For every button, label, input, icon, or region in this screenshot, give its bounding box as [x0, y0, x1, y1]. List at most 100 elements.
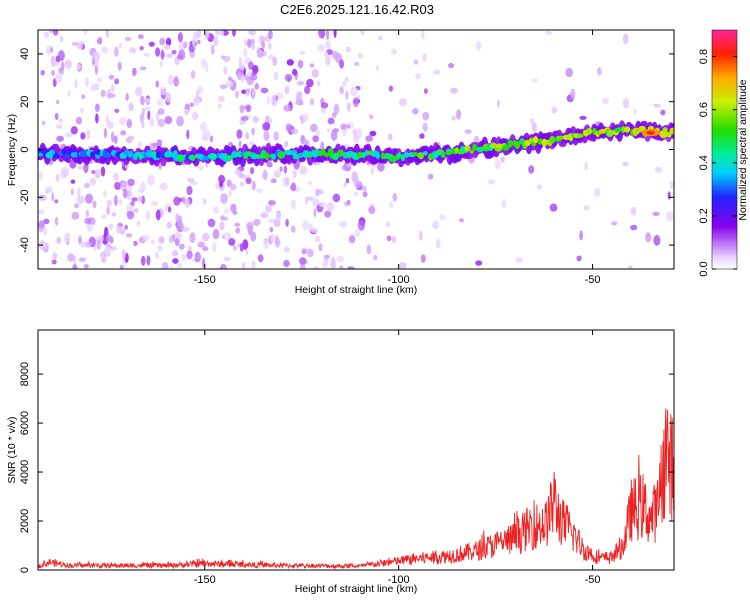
noise-blob — [174, 238, 180, 247]
noise-blob — [43, 218, 50, 225]
ridge-core-blob — [264, 152, 270, 161]
noise-blob — [378, 36, 383, 41]
noise-blob — [325, 40, 332, 50]
y-tick-label: 0 — [19, 146, 31, 152]
noise-blob — [306, 196, 314, 201]
noise-blob — [391, 236, 397, 244]
y-tick-label: -20 — [19, 189, 31, 205]
noise-blob — [333, 103, 340, 115]
noise-blob — [77, 187, 81, 198]
noise-blob — [296, 80, 305, 86]
noise-blob — [261, 39, 265, 51]
noise-blob — [133, 240, 138, 247]
noise-blob — [122, 188, 128, 199]
noise-blob — [159, 37, 166, 46]
noise-blob — [213, 35, 219, 47]
noise-blob — [448, 63, 455, 69]
noise-blob — [307, 180, 313, 186]
noise-blob — [435, 238, 441, 249]
noise-blob — [54, 216, 59, 226]
noise-blob — [267, 54, 275, 60]
noise-blob — [148, 41, 155, 47]
noise-blob — [121, 249, 126, 260]
noise-blob — [422, 111, 430, 121]
ridge-core-blob — [403, 152, 410, 158]
x-tick-label: -50 — [585, 274, 601, 286]
noise-blob — [283, 104, 292, 112]
noise-blob — [175, 213, 179, 224]
noise-blob — [272, 56, 278, 66]
noise-blob — [338, 221, 346, 226]
noise-blob — [108, 223, 114, 230]
noise-blob — [128, 102, 134, 112]
ridge-core-blob — [472, 143, 478, 151]
noise-blob — [133, 208, 139, 213]
noise-blob — [597, 67, 602, 76]
snr-x-label: Height of straight line (km) — [295, 583, 418, 595]
noise-blob — [64, 232, 71, 244]
noise-blob — [234, 222, 241, 227]
noise-blob — [344, 76, 349, 83]
noise-blob — [366, 244, 372, 255]
noise-blob — [118, 116, 127, 125]
noise-blob — [54, 62, 59, 67]
spectrogram-x-label: Height of straight line (km) — [295, 284, 418, 296]
ridge-core-blob — [445, 150, 453, 156]
spectrogram-y-axis: -40 -20 0 20 40 — [19, 48, 674, 253]
spectrogram-x-axis: -150 -100 -50 — [194, 30, 601, 286]
ridge-core-blob — [412, 151, 418, 157]
noise-blob — [137, 188, 145, 193]
ridge-core-blob — [328, 148, 334, 156]
noise-blob — [248, 61, 254, 70]
noise-blob — [532, 78, 539, 83]
noise-blob — [166, 221, 172, 229]
noise-blob — [101, 46, 108, 54]
noise-blob — [341, 164, 348, 171]
noise-blob — [51, 192, 55, 202]
noise-blob — [602, 97, 609, 105]
noise-blob — [299, 257, 307, 265]
ridge-core-blob — [422, 151, 428, 156]
noise-blob — [413, 59, 419, 65]
noise-blob — [119, 264, 124, 269]
noise-blob — [109, 246, 117, 251]
noise-blob — [49, 30, 53, 34]
noise-blob — [361, 185, 367, 192]
ridge-core-blob — [418, 152, 424, 160]
noise-blob — [51, 259, 57, 265]
noise-blob — [114, 78, 119, 85]
noise-blob — [172, 258, 179, 264]
noise-blob — [412, 108, 419, 115]
ridge-core-blob — [94, 149, 102, 156]
noise-blob — [269, 227, 274, 233]
noise-blob — [369, 114, 374, 120]
noise-blob — [43, 242, 47, 248]
noise-blob — [94, 169, 101, 179]
noise-blob — [56, 123, 63, 129]
noise-blob — [218, 174, 226, 184]
noise-blob — [84, 182, 90, 188]
noise-blob — [284, 140, 289, 148]
noise-blob — [132, 67, 137, 76]
noise-blob — [226, 179, 232, 187]
noise-blob — [43, 226, 48, 236]
noise-blob — [142, 234, 150, 241]
noise-blob — [299, 165, 308, 175]
noise-blob — [611, 221, 618, 226]
noise-blob — [325, 54, 331, 66]
ridge-core-blob — [388, 155, 398, 163]
noise-blob — [311, 68, 319, 78]
noise-blob — [362, 191, 368, 198]
noise-blob — [653, 235, 661, 246]
noise-blob — [241, 262, 246, 269]
noise-blob — [139, 45, 144, 51]
noise-blob — [660, 109, 666, 116]
noise-blob — [549, 203, 558, 212]
noise-blob — [100, 166, 106, 177]
noise-blob — [630, 206, 637, 216]
ridge-core-blob — [155, 151, 161, 159]
noise-blob — [290, 128, 299, 135]
y-tick-label: 40 — [19, 48, 31, 60]
noise-blob — [331, 112, 337, 118]
noise-blob — [202, 198, 207, 205]
